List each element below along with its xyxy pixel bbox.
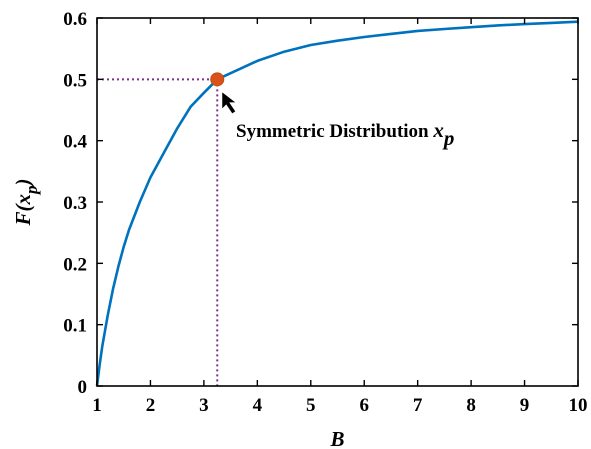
y-axis-label-main: F(x [11, 194, 35, 227]
x-tick-label: 5 [306, 395, 316, 416]
y-tick-label: 0.6 [63, 9, 87, 30]
plot-frame [96, 17, 579, 387]
y-axis-label: F(xp) [11, 179, 41, 227]
guide-lines [97, 78, 219, 386]
series-line [95, 20, 579, 387]
x-tick-label: 3 [199, 395, 209, 416]
annotation-subscript: p [442, 126, 455, 150]
y-tick-label: 0.1 [63, 316, 87, 337]
y-tick-label: 0 [78, 377, 88, 398]
series-layer [95, 20, 579, 387]
y-axis-label-close: ) [11, 179, 35, 188]
x-axis-ticks: 1 2 3 4 5 6 7 8 9 10 [92, 18, 588, 416]
x-tick-label: 10 [569, 395, 588, 416]
annotation-label: Symmetric Distribution xp [236, 118, 454, 150]
marker-layer [210, 72, 225, 87]
x-tick-label: 8 [466, 395, 476, 416]
y-axis-label-subscript: p [22, 186, 41, 197]
x-tick-label: 1 [92, 395, 102, 416]
x-tick-label: 7 [413, 395, 423, 416]
y-axis-ticks: 0 0.1 0.2 0.3 0.4 0.5 0.6 [63, 9, 578, 398]
x-tick-label: 9 [520, 395, 530, 416]
x-tick-label: 6 [359, 395, 369, 416]
annotation-text: Symmetric Distribution [236, 121, 433, 142]
y-tick-label: 0.3 [63, 193, 87, 214]
x-tick-label: 2 [146, 395, 156, 416]
annotation-variable: x [432, 118, 444, 142]
x-axis-label: B [329, 427, 344, 449]
y-tick-label: 0.5 [63, 70, 87, 91]
x-tick-label: 4 [253, 395, 263, 416]
annotation-arrow-icon [222, 92, 236, 114]
y-tick-label: 0.4 [63, 132, 87, 153]
highlight-point [210, 72, 225, 87]
y-tick-label: 0.2 [63, 254, 87, 275]
